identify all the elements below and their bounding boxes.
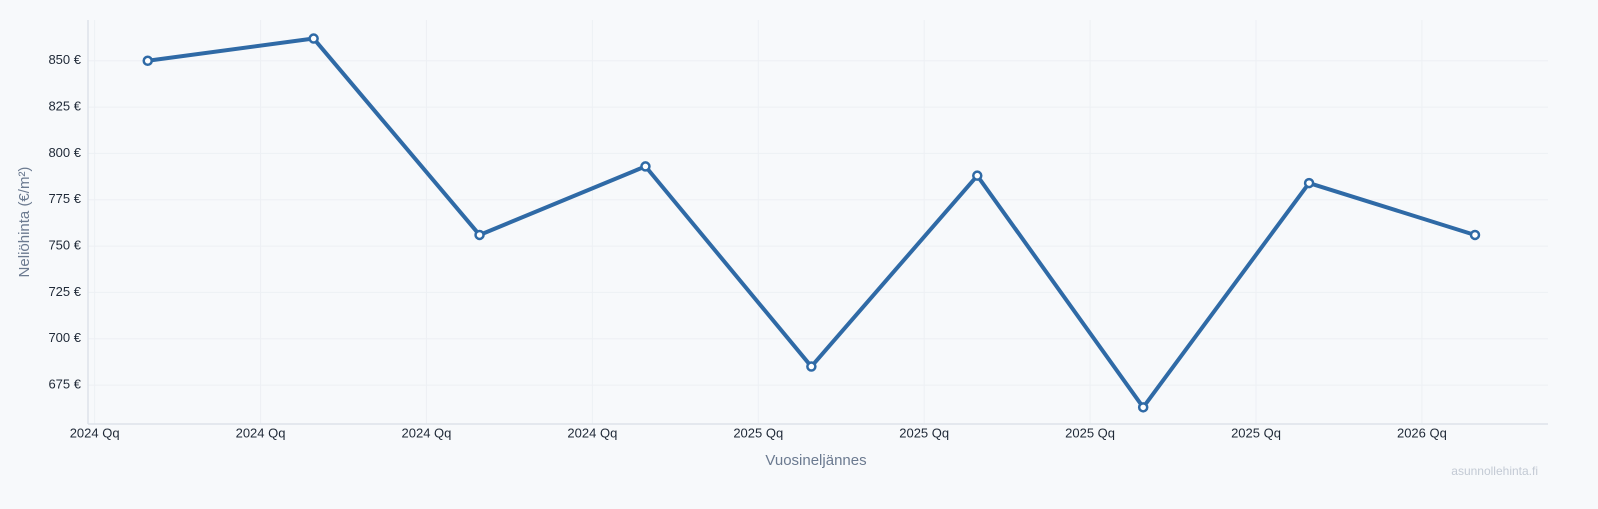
x-tick-label: 2024 Qq: [567, 425, 617, 440]
y-axis-title: Neliöhinta (€/m²): [16, 167, 33, 278]
y-tick-label: 850 €: [48, 52, 81, 67]
x-tick-label: 2024 Qq: [402, 425, 452, 440]
y-tick-label: 775 €: [48, 191, 81, 206]
y-tick-label: 750 €: [48, 238, 81, 253]
y-tick-label: 700 €: [48, 330, 81, 345]
y-tick-label: 725 €: [48, 284, 81, 299]
x-tick-label: 2025 Qq: [1231, 425, 1281, 440]
x-tick-label: 2024 Qq: [70, 425, 120, 440]
data-point: [308, 33, 319, 44]
x-tick-label: 2025 Qq: [1065, 425, 1115, 440]
y-tick-label: 800 €: [48, 145, 81, 160]
data-point: [474, 229, 485, 241]
data-point: [1137, 402, 1149, 413]
data-line: [147, 36, 1476, 410]
y-tick-label: 825 €: [48, 99, 81, 114]
watermark: asunnollehinta.fi: [1451, 464, 1538, 478]
data-point: [640, 161, 651, 172]
data-point: [1303, 177, 1315, 189]
data-point: [806, 361, 817, 372]
data-point: [1469, 229, 1481, 241]
x-axis-title: Vuosineljännes: [765, 452, 866, 469]
data-point: [972, 170, 983, 181]
x-tick-label: 2025 Qq: [733, 425, 783, 440]
x-tick-label: 2026 Qq: [1397, 425, 1447, 440]
data-point: [142, 55, 153, 67]
x-tick-label: 2024 Qq: [236, 425, 286, 440]
x-tick-label: 2025 Qq: [899, 425, 949, 440]
y-tick-label: 675 €: [48, 377, 81, 392]
